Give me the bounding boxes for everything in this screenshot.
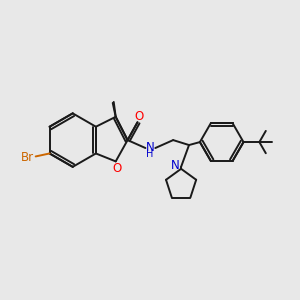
Text: Br: Br <box>21 151 34 164</box>
Text: N: N <box>171 159 179 172</box>
Text: O: O <box>135 110 144 123</box>
Text: H: H <box>146 149 153 159</box>
Text: O: O <box>112 162 121 175</box>
Text: N: N <box>146 140 155 154</box>
